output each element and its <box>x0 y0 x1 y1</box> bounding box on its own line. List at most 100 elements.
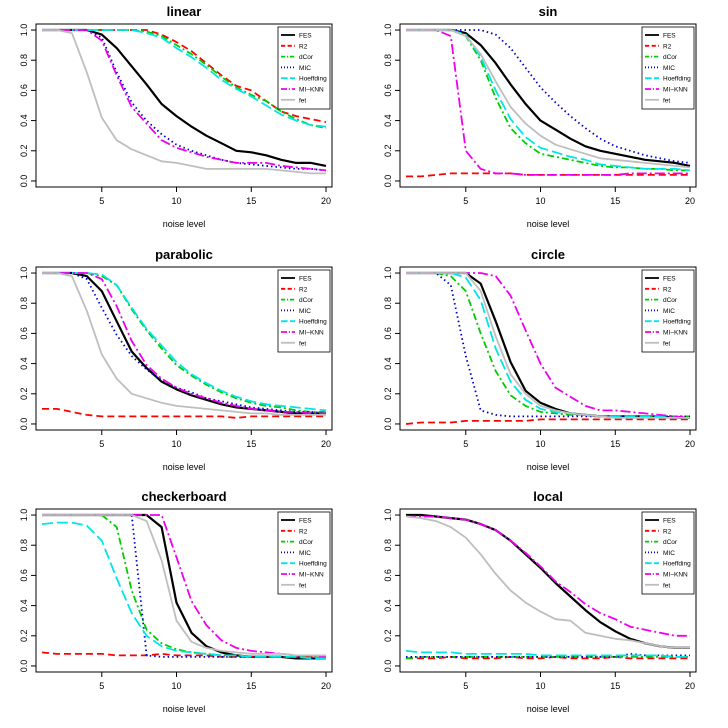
series-line-mic <box>406 29 691 164</box>
y-tick-label: 0.4 <box>383 599 393 612</box>
y-tick-label: 0.0 <box>383 660 393 673</box>
y-tick-label: 0.8 <box>19 54 29 67</box>
legend-box <box>641 26 695 110</box>
series-line-mi-knn <box>406 272 691 419</box>
legend: FES R2 dCor MIC Hoeffding MI−KNN fet <box>641 511 695 595</box>
y-tick-label: 0.4 <box>19 114 29 127</box>
chart-panel-local: local 5 10 15 20 0.0 0.2 0.4 0.6 0.8 1.0 noise leve… <box>383 489 697 714</box>
legend: FES R2 dCor MIC Hoeffding MI−KNN fet <box>277 26 331 110</box>
y-tick-label: 0.4 <box>19 599 29 612</box>
x-tick-label: 10 <box>172 681 182 691</box>
x-tick-label: 5 <box>463 681 468 691</box>
x-axis-label: noise level <box>527 462 570 472</box>
plot-frame <box>35 266 333 431</box>
series-line-mi-knn <box>406 29 690 176</box>
series-line-mi-knn <box>42 272 326 415</box>
legend-label-dcor: dCor <box>299 54 314 61</box>
legend-label-fes: FES <box>299 33 312 40</box>
x-tick-label: 10 <box>536 439 546 449</box>
series-line-fet <box>405 515 690 649</box>
series-line-fet <box>42 272 326 416</box>
series-line-hoeffding <box>42 29 327 128</box>
legend-label-fet: fet <box>299 340 306 347</box>
x-tick-label: 10 <box>172 439 182 449</box>
chart-title: parabolic <box>155 247 213 262</box>
series-line-mic <box>42 29 327 172</box>
series-line-fet <box>42 29 326 175</box>
y-tick-label: 0.0 <box>19 418 29 431</box>
y-tick-label: 0.4 <box>19 357 29 370</box>
legend-box <box>641 511 695 595</box>
x-tick-label: 10 <box>536 196 546 206</box>
legend-label-dcor: dCor <box>663 54 678 61</box>
chart-title: checkerboard <box>141 489 226 504</box>
legend-label-r2: R2 <box>663 286 672 293</box>
y-tick-label: 0.4 <box>383 114 393 127</box>
series-line-r2 <box>406 172 690 178</box>
legend-label-dcor: dCor <box>299 539 314 546</box>
legend-label-hoeffding: Hoeffding <box>299 319 327 326</box>
legend-label-r2: R2 <box>299 528 308 535</box>
chart-panel-linear: linear 5 10 15 20 0.0 0.2 0.4 0.6 0.8 1.0 noise lev… <box>19 4 333 229</box>
legend: FES R2 dCor MIC Hoeffding MI−KNN fet <box>277 269 331 353</box>
legend: FES R2 dCor MIC Hoeffding MI−KNN fet <box>277 511 331 595</box>
plot-frame <box>399 23 697 188</box>
legend-label-fet: fet <box>299 582 306 589</box>
x-tick-label: 15 <box>246 439 256 449</box>
x-tick-label: 10 <box>172 196 182 206</box>
y-tick-label: 0.2 <box>19 388 29 401</box>
legend-label-r2: R2 <box>663 43 672 50</box>
y-tick-label: 0.2 <box>19 145 29 158</box>
legend-label-mic: MIC <box>299 308 311 315</box>
x-tick-label: 5 <box>99 439 104 449</box>
y-tick-label: 0.8 <box>383 297 393 310</box>
y-tick-label: 1.0 <box>19 24 29 37</box>
series-line-hoeffding <box>42 272 327 412</box>
legend-label-r2: R2 <box>299 286 308 293</box>
x-tick-label: 15 <box>246 196 256 206</box>
x-tick-label: 20 <box>685 196 695 206</box>
y-tick-label: 0.6 <box>19 327 29 340</box>
legend-label-fet: fet <box>299 97 306 104</box>
legend-label-fes: FES <box>663 518 676 525</box>
series-line-fet <box>42 514 326 657</box>
y-tick-label: 0.8 <box>383 54 393 67</box>
x-tick-label: 15 <box>610 196 620 206</box>
series-line-hoeffding <box>405 650 690 658</box>
x-tick-label: 10 <box>536 681 546 691</box>
x-tick-label: 15 <box>610 439 620 449</box>
plot-frame <box>35 23 333 188</box>
y-tick-label: 1.0 <box>383 24 393 37</box>
x-tick-label: 5 <box>99 196 104 206</box>
x-tick-label: 20 <box>321 196 331 206</box>
legend-label-dcor: dCor <box>663 297 678 304</box>
chart-panel-checkerboard: checkerboard 5 10 15 20 0.0 0.2 0.4 0.6 0.8 1.0 noi… <box>19 489 333 714</box>
y-tick-label: 0.6 <box>383 569 393 582</box>
legend-label-mi-knn: MI−KNN <box>663 572 688 579</box>
series-line-mi-knn <box>406 515 690 637</box>
chart-panel-parabolic: parabolic 5 10 15 20 0.0 0.2 0.4 0.6 0.8 1.0 noise … <box>19 247 333 472</box>
legend-label-mi-knn: MI−KNN <box>663 87 688 94</box>
series-line-hoeffding <box>41 521 326 660</box>
y-tick-label: 0.8 <box>383 539 393 552</box>
x-tick-label: 15 <box>246 681 256 691</box>
series-line-mi-knn <box>42 29 327 172</box>
y-tick-label: 0.6 <box>19 569 29 582</box>
chart-title: sin <box>539 4 558 19</box>
x-tick-label: 20 <box>685 439 695 449</box>
y-tick-label: 0.0 <box>19 175 29 188</box>
plot-frame <box>399 508 697 673</box>
legend: FES R2 dCor MIC Hoeffding MI−KNN fet <box>641 26 695 110</box>
legend-label-mi-knn: MI−KNN <box>299 572 324 579</box>
y-tick-label: 0.2 <box>383 145 393 158</box>
legend-label-r2: R2 <box>299 43 308 50</box>
legend-label-fes: FES <box>299 518 312 525</box>
series-line-r2 <box>42 407 326 419</box>
legend-label-dcor: dCor <box>299 297 314 304</box>
legend-label-hoeffding: Hoeffding <box>663 561 691 568</box>
y-tick-label: 0.6 <box>383 327 393 340</box>
y-tick-label: 0.0 <box>19 660 29 673</box>
legend-label-mic: MIC <box>663 308 675 315</box>
legend-label-hoeffding: Hoeffding <box>663 319 691 326</box>
